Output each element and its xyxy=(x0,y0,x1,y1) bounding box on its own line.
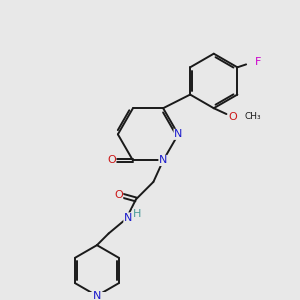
Text: H: H xyxy=(133,209,141,219)
Text: O: O xyxy=(229,112,238,122)
Text: F: F xyxy=(255,58,261,68)
Text: O: O xyxy=(114,190,123,200)
Text: O: O xyxy=(107,155,116,166)
Text: N: N xyxy=(174,129,182,139)
Text: CH₃: CH₃ xyxy=(245,112,262,122)
Text: N: N xyxy=(124,213,132,223)
Text: N: N xyxy=(93,291,101,300)
Text: N: N xyxy=(159,155,167,166)
